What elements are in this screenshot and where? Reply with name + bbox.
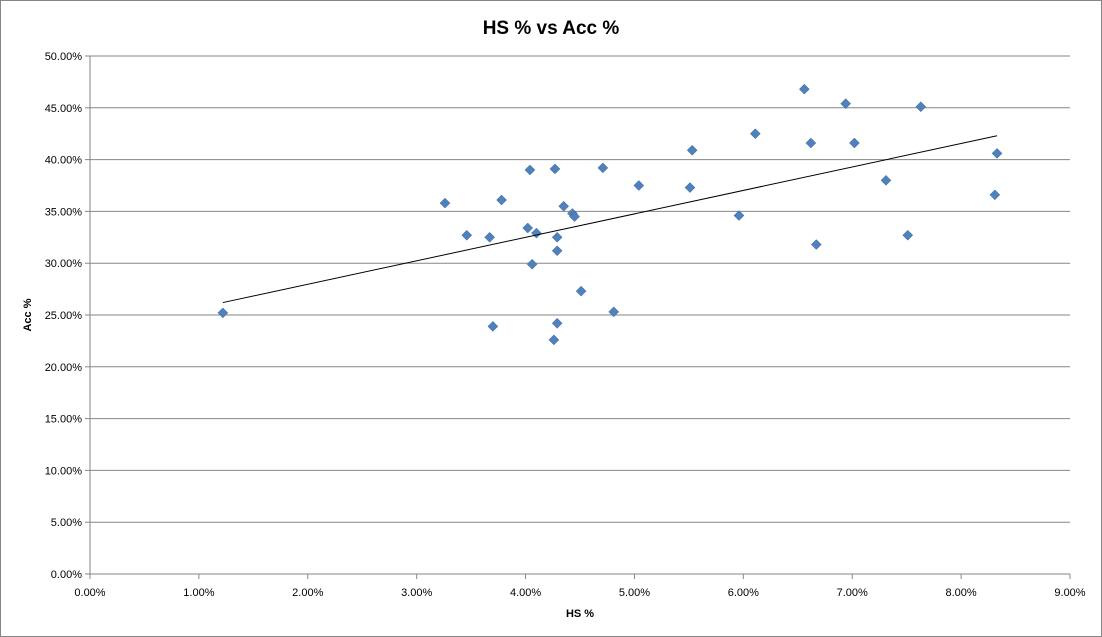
data-point — [558, 200, 570, 212]
y-tick-label: 30.00% — [45, 258, 83, 270]
trendline — [222, 135, 998, 304]
data-point — [551, 245, 563, 257]
y-tick-label: 20.00% — [45, 362, 83, 374]
x-axis-ticks: 0.00% 1.00% 2.00% 3.00% 4.00% 5.00% 6.00% 7.00%… — [74, 574, 1086, 599]
y-tick-label: 15.00% — [45, 414, 83, 426]
data-points — [217, 83, 1003, 346]
y-tick-label: 0.00% — [51, 569, 82, 581]
data-point — [684, 182, 696, 193]
x-tick-label: 0.00% — [74, 587, 105, 599]
y-tick-label: 35.00% — [45, 206, 83, 218]
data-point — [880, 174, 892, 186]
data-point — [902, 229, 914, 241]
data-point — [608, 306, 620, 318]
x-tick-label: 2.00% — [292, 587, 323, 599]
gridlines — [90, 55, 1070, 523]
y-tick-label: 10.00% — [45, 465, 83, 477]
y-tick-label: 5.00% — [51, 517, 82, 529]
data-point — [749, 128, 761, 140]
data-point — [991, 148, 1003, 159]
y-axis-label: Acc % — [22, 298, 34, 331]
data-point — [548, 334, 560, 346]
data-point — [487, 321, 499, 332]
data-point — [810, 239, 822, 250]
x-tick-label: 8.00% — [946, 587, 977, 599]
data-point — [805, 137, 817, 149]
x-tick-label: 5.00% — [619, 587, 650, 599]
y-tick-label: 50.00% — [45, 51, 83, 63]
data-point — [461, 229, 473, 241]
y-axis-ticks: 0.00% 5.00% 10.00% 15.00% 20.00% 25.00% 30.00%… — [45, 51, 90, 581]
data-point — [569, 211, 580, 222]
data-point — [915, 101, 927, 113]
trendline-group — [222, 135, 998, 304]
y-tick-label: 40.00% — [45, 155, 83, 167]
data-point — [496, 194, 507, 206]
x-tick-label: 1.00% — [183, 587, 214, 599]
data-point — [840, 98, 852, 110]
data-point — [524, 164, 536, 176]
data-point — [439, 197, 451, 209]
x-tick-label: 9.00% — [1054, 587, 1085, 599]
x-tick-label: 4.00% — [510, 587, 541, 599]
data-point — [849, 137, 860, 149]
data-point — [217, 307, 229, 319]
data-point — [551, 317, 563, 329]
data-point — [733, 210, 745, 221]
data-point — [526, 258, 538, 270]
data-point — [597, 162, 609, 174]
data-point — [551, 231, 563, 243]
data-point — [522, 222, 534, 234]
data-point — [531, 227, 542, 239]
data-point — [989, 189, 1001, 201]
y-tick-label: 25.00% — [45, 310, 83, 322]
data-point — [686, 144, 698, 156]
data-point — [549, 163, 561, 175]
y-tick-label: 45.00% — [45, 103, 83, 115]
data-point — [798, 83, 810, 95]
data-point — [484, 231, 495, 243]
x-tick-label: 6.00% — [728, 587, 759, 599]
x-tick-label: 7.00% — [837, 587, 868, 599]
chart-title: HS % vs Acc % — [483, 18, 620, 39]
data-point — [575, 285, 587, 297]
x-tick-label: 3.00% — [401, 587, 432, 599]
x-axis-label: HS % — [566, 608, 594, 620]
data-point — [633, 180, 645, 191]
